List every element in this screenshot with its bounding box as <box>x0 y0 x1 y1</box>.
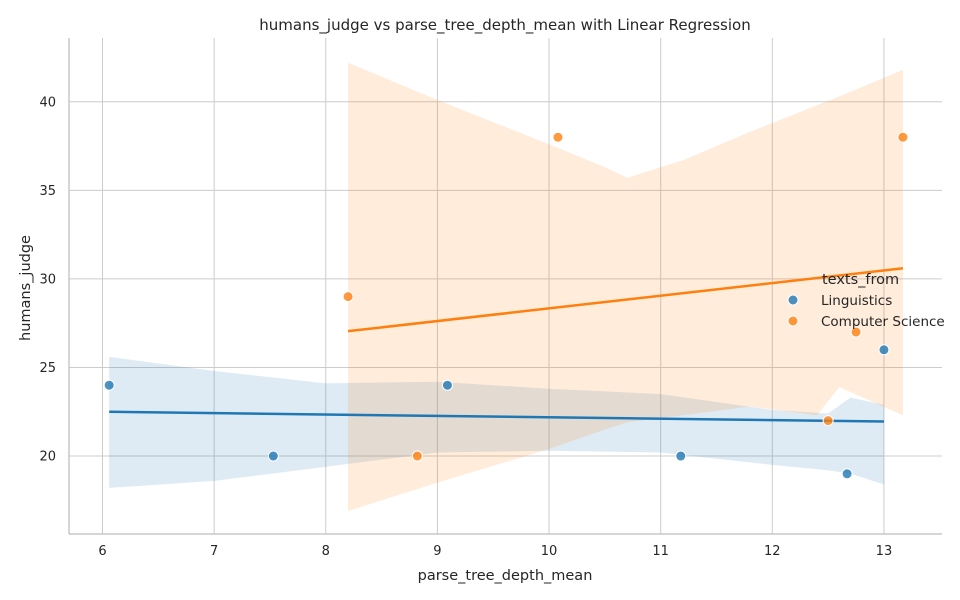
x-tick-label: 9 <box>433 544 441 559</box>
x-tick-label: 11 <box>652 544 669 559</box>
grid <box>69 38 942 534</box>
legend: texts_from Linguistics Computer Science <box>787 272 945 330</box>
x-tick-labels: 6 7 8 9 10 11 12 13 <box>98 544 892 559</box>
regression-line <box>109 410 884 423</box>
data-point <box>267 450 279 462</box>
x-tick-label: 13 <box>876 544 893 559</box>
x-tick-label: 7 <box>210 544 218 559</box>
data-point <box>342 291 354 303</box>
data-point <box>675 450 687 462</box>
axes-spines <box>68 38 942 535</box>
legend-label: Computer Science <box>821 314 945 330</box>
data-point <box>897 131 909 143</box>
data-points <box>103 131 909 480</box>
y-tick-label: 30 <box>39 272 56 287</box>
y-tick-label: 40 <box>39 95 56 110</box>
x-tick-label: 8 <box>322 544 330 559</box>
data-point <box>441 379 453 391</box>
regression-lines <box>109 267 904 423</box>
y-tick-label: 20 <box>39 450 56 465</box>
data-point <box>103 379 115 391</box>
confidence-bands <box>109 62 903 512</box>
confidence-band <box>348 62 903 512</box>
data-point <box>822 415 834 427</box>
y-tick-label: 35 <box>39 184 56 199</box>
legend-marker <box>787 315 799 327</box>
data-point <box>411 450 423 462</box>
data-point <box>850 326 862 338</box>
data-point <box>841 468 853 480</box>
y-tick-labels: 20 25 30 35 40 <box>39 95 56 464</box>
x-tick-label: 10 <box>541 544 558 559</box>
legend-marker <box>787 294 799 306</box>
x-tick-label: 6 <box>98 544 106 559</box>
confidence-band <box>109 356 884 488</box>
y-axis-label: humans_judge <box>18 235 34 341</box>
x-axis-label: parse_tree_depth_mean <box>418 568 593 584</box>
x-tick-label: 12 <box>764 544 781 559</box>
data-point <box>552 131 564 143</box>
legend-label: Linguistics <box>821 293 892 309</box>
data-point <box>878 344 890 356</box>
chart-title: humans_judge vs parse_tree_depth_mean wi… <box>259 16 750 35</box>
y-tick-label: 25 <box>39 361 56 376</box>
regression-line <box>347 267 904 333</box>
legend-title: texts_from <box>822 272 899 288</box>
